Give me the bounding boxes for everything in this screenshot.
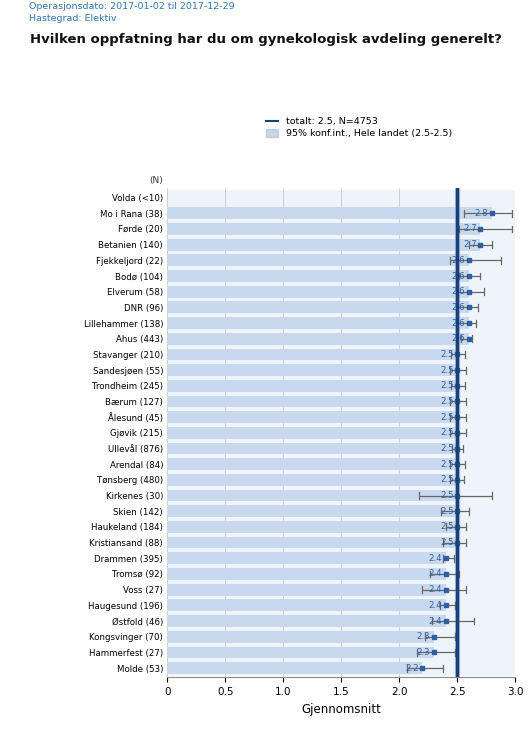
Bar <box>167 380 457 392</box>
Bar <box>167 506 457 517</box>
Text: 2.7: 2.7 <box>463 240 477 249</box>
Bar <box>167 190 515 205</box>
Text: 2.5: 2.5 <box>440 382 453 390</box>
Bar <box>167 521 457 533</box>
Bar <box>167 644 515 661</box>
Text: Hastegrad: Elektiv: Hastegrad: Elektiv <box>29 14 117 23</box>
Text: 2.5: 2.5 <box>440 538 453 547</box>
Bar <box>167 661 515 676</box>
Text: 2.4: 2.4 <box>429 585 442 594</box>
Bar <box>167 223 480 235</box>
Bar <box>167 582 515 598</box>
Bar <box>167 662 422 674</box>
Text: 2.6: 2.6 <box>451 287 465 296</box>
Text: 2.7: 2.7 <box>463 224 477 233</box>
Bar <box>167 629 515 644</box>
Bar <box>455 188 459 677</box>
Text: 2.5: 2.5 <box>440 523 453 531</box>
Bar <box>167 410 515 425</box>
Bar <box>167 268 515 284</box>
Text: 2.6: 2.6 <box>451 272 465 280</box>
Bar <box>167 300 515 315</box>
Bar <box>167 443 457 455</box>
Bar <box>167 411 457 423</box>
Bar <box>167 490 457 501</box>
Bar <box>167 347 515 362</box>
Bar <box>167 553 446 564</box>
Bar <box>167 270 469 282</box>
Bar <box>167 472 515 488</box>
Bar <box>167 255 469 266</box>
Text: 2.8: 2.8 <box>475 209 489 218</box>
Text: 2.4: 2.4 <box>429 570 442 579</box>
Bar <box>167 333 469 345</box>
Bar <box>167 537 457 548</box>
Bar <box>167 646 434 658</box>
Text: 2.6: 2.6 <box>451 303 465 312</box>
Bar <box>167 598 515 613</box>
Bar <box>167 441 515 456</box>
X-axis label: Gjennomsnitt: Gjennomsnitt <box>301 703 381 716</box>
Text: (N): (N) <box>149 176 163 185</box>
Bar <box>167 286 469 297</box>
Text: 2.6: 2.6 <box>451 319 465 328</box>
Text: 2.5: 2.5 <box>440 413 453 421</box>
Bar <box>167 456 515 472</box>
Bar <box>167 427 457 438</box>
Text: 2.3: 2.3 <box>417 632 431 641</box>
Bar <box>167 396 457 407</box>
Text: 2.4: 2.4 <box>429 616 442 626</box>
Bar <box>167 631 434 643</box>
Bar <box>167 302 469 313</box>
Bar <box>167 317 469 329</box>
Bar <box>167 474 457 486</box>
Text: 2.5: 2.5 <box>440 444 453 453</box>
Bar <box>167 566 515 582</box>
Text: 2.5: 2.5 <box>440 460 453 469</box>
Bar <box>167 535 515 551</box>
Bar <box>167 599 446 611</box>
Bar <box>167 252 515 268</box>
Text: 2.6: 2.6 <box>451 334 465 343</box>
Bar <box>167 584 446 596</box>
Text: 2.6: 2.6 <box>451 256 465 265</box>
Bar <box>167 393 515 410</box>
Text: 2.5: 2.5 <box>440 365 453 375</box>
Text: 2.4: 2.4 <box>429 554 442 563</box>
Bar <box>167 425 515 441</box>
Text: 2.2: 2.2 <box>405 663 419 672</box>
Bar <box>167 551 515 566</box>
Text: 2.5: 2.5 <box>440 475 453 484</box>
Bar <box>167 331 515 347</box>
Bar <box>167 237 515 252</box>
Bar <box>167 488 515 503</box>
Bar <box>167 239 480 250</box>
Text: 2.5: 2.5 <box>440 428 453 438</box>
Text: 2.3: 2.3 <box>417 648 431 657</box>
Text: 2.5: 2.5 <box>440 397 453 406</box>
Legend: totalt: 2.5, N=4753, 95% konf.int., Hele landet (2.5-2.5): totalt: 2.5, N=4753, 95% konf.int., Hele… <box>266 117 452 138</box>
Bar <box>167 503 515 519</box>
Text: 2.5: 2.5 <box>440 507 453 516</box>
Bar <box>167 362 515 378</box>
Text: 2.5: 2.5 <box>440 491 453 500</box>
Bar <box>167 221 515 237</box>
Bar <box>167 365 457 376</box>
Text: 2.4: 2.4 <box>429 601 442 610</box>
Bar <box>167 458 457 470</box>
Text: 2.5: 2.5 <box>440 350 453 359</box>
Bar <box>167 613 515 629</box>
Bar <box>167 207 492 219</box>
Text: Operasjonsdato: 2017-01-02 til 2017-12-29: Operasjonsdato: 2017-01-02 til 2017-12-2… <box>29 2 235 11</box>
Bar <box>167 568 446 580</box>
Bar <box>167 205 515 221</box>
Bar <box>167 348 457 360</box>
Text: Hvilken oppfatning har du om gynekologisk avdeling generelt?: Hvilken oppfatning har du om gynekologis… <box>30 33 501 46</box>
Bar <box>167 315 515 331</box>
Bar <box>167 519 515 535</box>
Bar <box>167 615 446 627</box>
Bar <box>167 284 515 300</box>
Bar <box>167 378 515 393</box>
